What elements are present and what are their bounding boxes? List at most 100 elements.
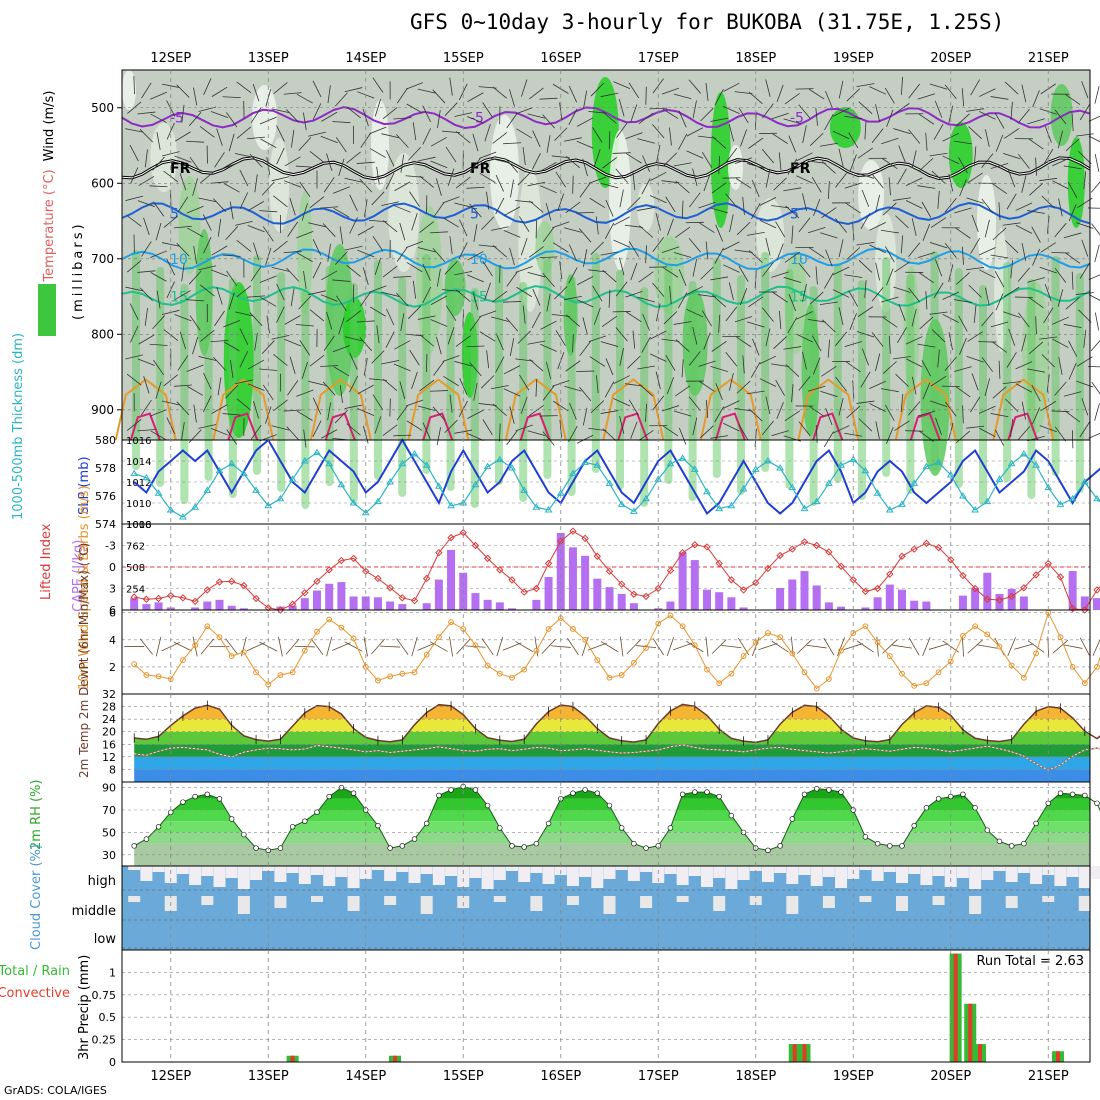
thickness-point — [508, 464, 516, 471]
precip-convective-bar — [953, 953, 958, 1062]
wind-barb-10m — [225, 638, 239, 655]
wind-barb — [126, 260, 142, 273]
wind-speed-point — [886, 653, 893, 659]
wind-barb — [638, 430, 654, 441]
wind-barb-10m — [515, 641, 534, 652]
wind-barb — [137, 358, 155, 366]
wind-speed-point — [899, 670, 905, 677]
wind-barb — [226, 270, 238, 287]
wind-barb — [900, 394, 904, 412]
lifted-index-point — [398, 594, 407, 602]
rh-contour-region — [728, 145, 743, 190]
wind-barb — [540, 320, 557, 330]
wind-barb — [934, 100, 943, 118]
wind-barb — [675, 180, 690, 194]
wind-barb — [673, 321, 692, 325]
wind-barb — [140, 399, 152, 416]
wind-barb-10m — [449, 636, 454, 657]
wind-barb — [734, 91, 753, 95]
wind-barb — [809, 132, 824, 146]
wind-barb — [809, 405, 825, 417]
wind-barb — [1029, 341, 1044, 355]
wind-barb — [509, 89, 515, 107]
cloud-middle-gap — [201, 896, 214, 905]
cloud-high-gap — [956, 866, 969, 878]
thickness-point — [946, 471, 955, 478]
wind-barb — [596, 375, 599, 394]
lifted-index-point — [130, 593, 138, 601]
isotherm-label: 10 — [470, 252, 488, 268]
wind-barb — [482, 102, 493, 118]
wind-barb — [615, 281, 628, 297]
wind-barb — [871, 173, 884, 189]
wind-barb — [681, 200, 684, 219]
wind-barb — [372, 235, 384, 252]
wind-barb — [807, 318, 826, 323]
lifted-index-point — [1056, 573, 1065, 581]
wind-barb — [662, 108, 679, 119]
wind-barb — [466, 116, 484, 124]
wind-barb — [290, 129, 295, 148]
wind-barb — [284, 338, 302, 347]
wind-speed-point — [813, 685, 820, 692]
wind-barb — [327, 85, 331, 104]
wind-barb — [787, 317, 798, 334]
wind-barb — [369, 126, 387, 135]
cloud-middle-gap — [384, 896, 397, 905]
wind-barb — [589, 356, 606, 367]
wind-barb — [433, 360, 445, 376]
rh-contour-region — [371, 100, 389, 190]
wind-barb — [820, 232, 838, 239]
thickness-point — [788, 483, 797, 491]
wind-speed-point — [1094, 664, 1100, 670]
wind-barb — [309, 354, 325, 367]
thickness-point — [898, 500, 906, 507]
wind-speed-point — [155, 673, 162, 680]
rh-point — [923, 805, 930, 811]
wind-barb — [1065, 297, 1080, 310]
wind-barb — [821, 207, 837, 219]
wind-barb — [150, 250, 168, 259]
wind-barb — [784, 93, 800, 105]
wind-barb — [309, 196, 325, 209]
wind-barb — [785, 364, 800, 377]
wind-barb — [882, 361, 897, 374]
wind-barb — [1043, 307, 1054, 324]
wind-barb — [978, 247, 996, 256]
thickness-point — [605, 479, 614, 486]
cape-bar — [629, 603, 638, 610]
isotherm-25 — [227, 412, 259, 441]
wind-barb — [953, 299, 972, 303]
wind-barb — [925, 132, 928, 151]
rh-point — [1008, 843, 1015, 849]
wind-speed-point — [704, 666, 710, 673]
wind-speed-point — [484, 662, 491, 669]
wind-barb — [705, 241, 709, 260]
temp-tick-label: 32 — [102, 688, 116, 701]
rh-point — [204, 791, 211, 798]
wind-speed-point — [411, 669, 418, 676]
wind-barb — [798, 376, 811, 391]
wind-barb — [222, 96, 241, 99]
wind-barb — [819, 142, 838, 147]
wind-barb — [137, 200, 155, 208]
thickness-point — [885, 506, 894, 513]
wind-barb — [1054, 381, 1067, 396]
wind-barb — [1068, 362, 1077, 380]
lifted-index-point — [532, 584, 541, 593]
cloud-high-gap — [298, 866, 311, 884]
wind-barb — [673, 252, 692, 258]
wind-barb — [344, 245, 363, 251]
wind-barb — [796, 175, 813, 184]
wind-barb — [848, 290, 859, 307]
rh-band — [134, 832, 1090, 844]
cape-bar — [398, 604, 407, 610]
cloud-high-gap — [566, 866, 579, 886]
wind-barb — [395, 134, 409, 148]
wind-barb — [322, 381, 336, 396]
slp-tick-label: 1008 — [126, 520, 151, 531]
thickness-point — [995, 475, 1004, 482]
thickness-point — [1068, 494, 1077, 502]
rh-moist-column — [1003, 262, 1012, 482]
wind-barb — [1032, 90, 1040, 108]
